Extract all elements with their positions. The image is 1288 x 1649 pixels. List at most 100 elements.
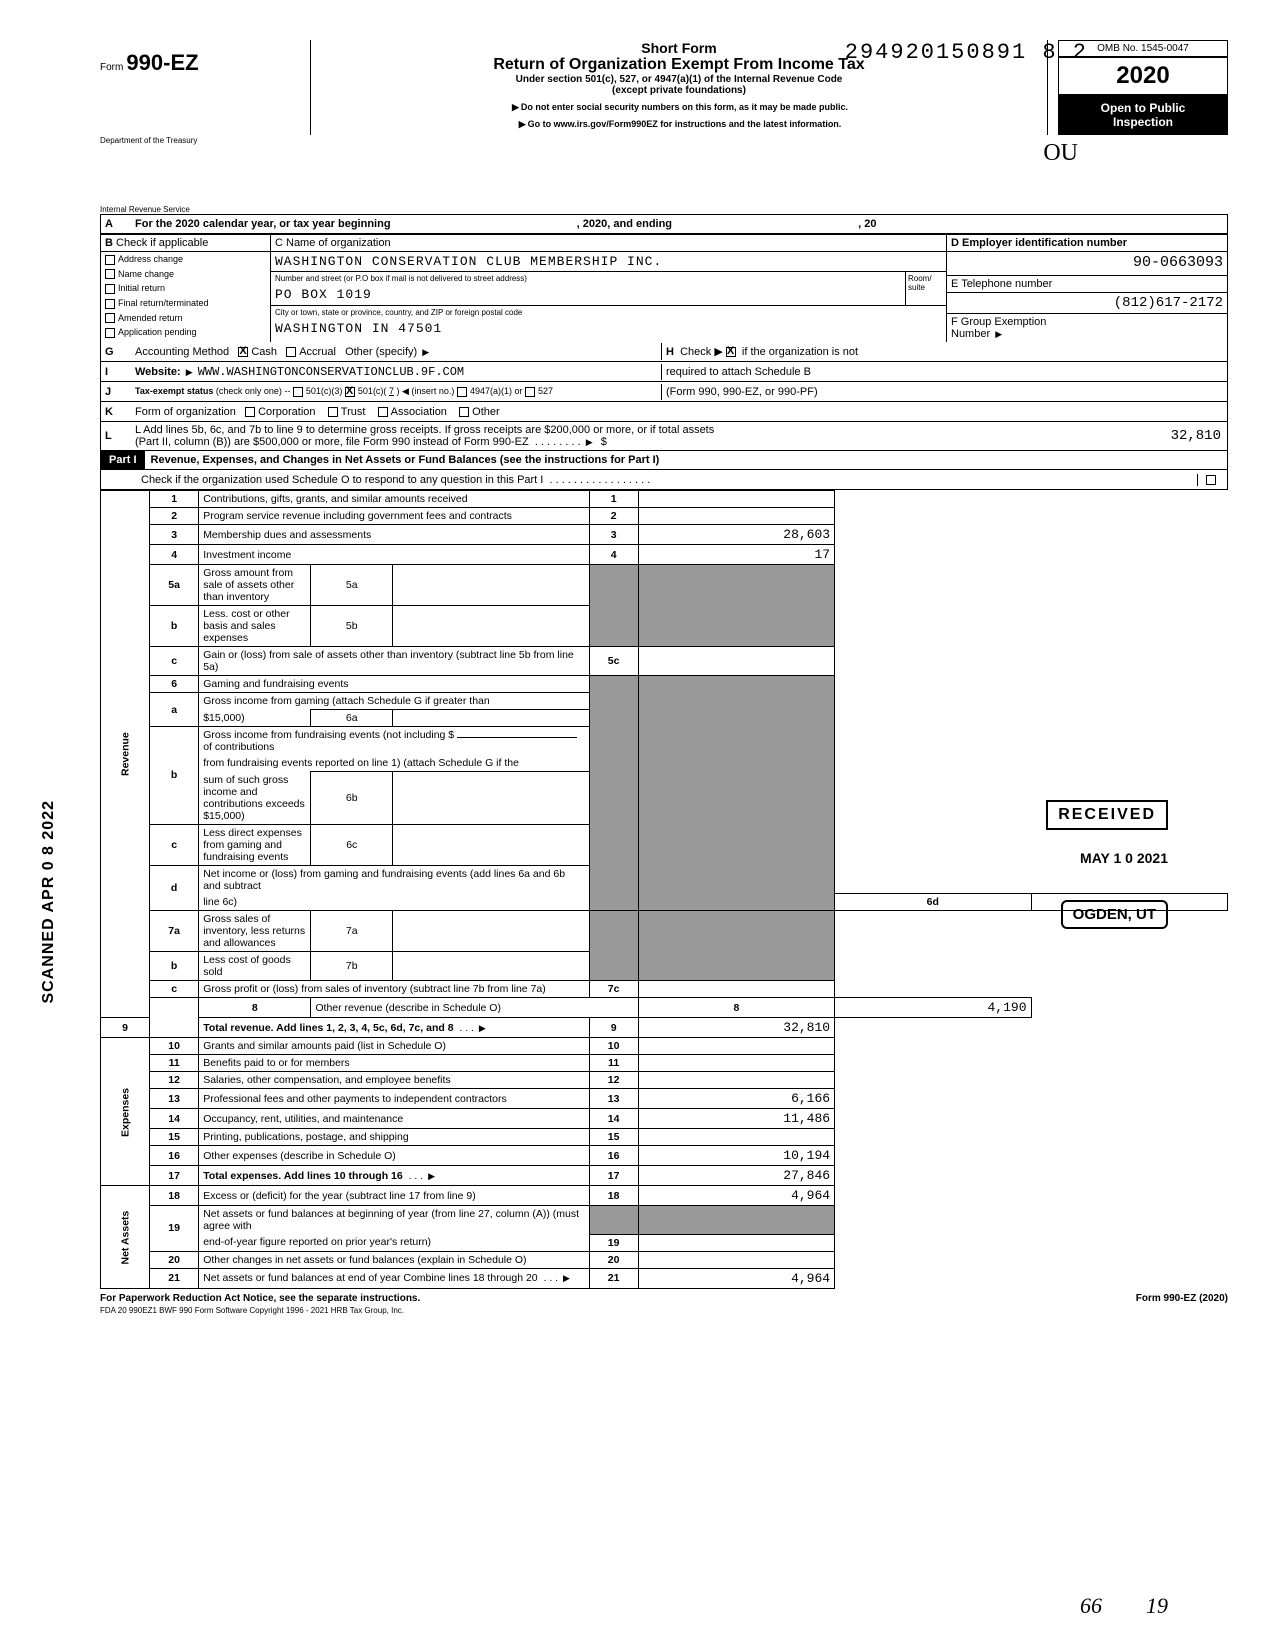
warn: Do not enter social security numbers on … [521, 102, 848, 112]
row-1-text: Contributions, gifts, grants, and simila… [199, 491, 589, 508]
footer-sw: FDA 20 990EZ1 BWF 990 Form Software Copy… [100, 1306, 1228, 1315]
b-pending: Application pending [118, 327, 197, 337]
row-19-text: Net assets or fund balances at beginning… [199, 1206, 589, 1235]
k-assoc: Association [391, 406, 447, 418]
row-5c-text: Gain or (loss) from sale of assets other… [199, 647, 589, 676]
row-4-num: 4 [150, 545, 199, 565]
row-20-num: 20 [150, 1251, 199, 1268]
row-13-num: 13 [150, 1089, 199, 1109]
row-6-num: 6 [150, 676, 199, 693]
row-18-amt: 4,964 [638, 1186, 834, 1206]
row-7a-sub: 7a [311, 911, 393, 952]
row-6c-num: c [150, 824, 199, 865]
j-b: 501(c)( [358, 386, 387, 396]
b-amended: Amended return [118, 313, 183, 323]
dln-number: 294920150891 8 2 [845, 40, 1088, 65]
row-16-text: Other expenses (describe in Schedule O) [199, 1146, 589, 1166]
row-10-ln: 10 [589, 1038, 638, 1055]
row-4-amt: 17 [638, 545, 834, 565]
form-number: 990-EZ [126, 50, 198, 75]
received-stamp: RECEIVED [1046, 800, 1168, 830]
b-initial: Initial return [118, 283, 165, 293]
section-netassets: Net Assets [101, 1186, 150, 1289]
row-5c-ln: 5c [589, 647, 638, 676]
phone: (812)617-2172 [947, 293, 1227, 314]
row-3-num: 3 [150, 525, 199, 545]
row-8-amt: 4,190 [835, 998, 1031, 1018]
section-expenses: Expenses [101, 1038, 150, 1186]
row-6a-num: a [150, 693, 199, 727]
g-accrual: Accrual [299, 346, 336, 358]
row-2-ln: 2 [589, 508, 638, 525]
j-a: 501(c)(3) [306, 386, 343, 396]
row-7c-text: Gross profit or (loss) from sales of inv… [199, 981, 589, 998]
hand-2: 19 [1146, 1593, 1168, 1618]
row-7a-text: Gross sales of inventory, less returns a… [199, 911, 311, 952]
row-5b-sub: 5b [311, 606, 393, 647]
inspection: Inspection [1062, 115, 1224, 129]
main-table: Revenue 1 Contributions, gifts, grants, … [100, 490, 1228, 1289]
row-16-amt: 10,194 [638, 1146, 834, 1166]
j-bn: 7 [389, 386, 394, 396]
row-11-ln: 11 [589, 1055, 638, 1072]
row-12-text: Salaries, other compensation, and employ… [199, 1072, 589, 1089]
row-7b-num: b [150, 952, 199, 981]
row-14-num: 14 [150, 1109, 199, 1129]
row-14-text: Occupancy, rent, utilities, and maintena… [199, 1109, 589, 1129]
hand-1: 66 [1080, 1593, 1102, 1618]
row-18-num: 18 [150, 1186, 199, 1206]
website: WWW.WASHINGTONCONSERVATIONCLUB.9F.COM [198, 365, 464, 379]
part1-title: Revenue, Expenses, and Changes in Net As… [145, 451, 1227, 469]
row-7b-text: Less cost of goods sold [199, 952, 311, 981]
row-10-text: Grants and similar amounts paid (list in… [199, 1038, 589, 1055]
row-6a-text2: $15,000) [199, 710, 311, 727]
initials: OU [1043, 140, 1078, 167]
entity-block: B Check if applicable Address change Nam… [100, 234, 1228, 342]
row-5a-text: Gross amount from sale of assets other t… [199, 565, 311, 606]
row-9-ln: 9 [589, 1018, 638, 1038]
k-trust: Trust [341, 406, 366, 418]
j-d: 527 [538, 386, 553, 396]
f-hdr2: Number [951, 328, 990, 340]
row-6b-text: Gross income from fundraising events (no… [203, 729, 454, 741]
row-18-text: Excess or (deficit) for the year (subtra… [199, 1186, 589, 1206]
footer-right: Form 990-EZ (2020) [1136, 1293, 1228, 1304]
l-amt: 32,810 [1077, 426, 1227, 446]
b-name: Name change [118, 269, 174, 279]
c-hdr: C Name of organization [271, 235, 946, 252]
row-12-num: 12 [150, 1072, 199, 1089]
row-16-ln: 16 [589, 1146, 638, 1166]
g-label: Accounting Method [135, 346, 229, 358]
row-6b-text4: sum of such gross income and contributio… [199, 772, 311, 825]
g-other: Other (specify) [345, 346, 417, 358]
j-bpost: ) ◀ (insert no.) [396, 386, 454, 396]
row-6d-ln: 6d [835, 894, 1031, 911]
row-1-ln: 1 [589, 491, 638, 508]
row-5a-num: 5a [150, 565, 199, 606]
row-3-amt: 28,603 [638, 525, 834, 545]
row-16-num: 16 [150, 1146, 199, 1166]
row-13-amt: 6,166 [638, 1089, 834, 1109]
row-17-num: 17 [150, 1166, 199, 1186]
row-5c-num: c [150, 647, 199, 676]
part1-check: Check if the organization used Schedule … [141, 474, 543, 486]
row-15-num: 15 [150, 1129, 199, 1146]
k-corp: Corporation [258, 406, 315, 418]
footer-left: For Paperwork Reduction Act Notice, see … [100, 1293, 420, 1304]
row-21-amt: 4,964 [638, 1268, 834, 1288]
row-14-amt: 11,486 [638, 1109, 834, 1129]
line-a-end: , 20 [858, 218, 876, 230]
row-6a-sub: 6a [311, 710, 393, 727]
row-17-text: Total expenses. Add lines 10 through 16 [203, 1170, 403, 1182]
scanned-stamp: SCANNED APR 0 8 2022 [40, 800, 58, 1003]
row-5b-num: b [150, 606, 199, 647]
row-15-ln: 15 [589, 1129, 638, 1146]
part1-label: Part I [101, 451, 145, 469]
row-3-ln: 3 [589, 525, 638, 545]
ein: 90-0663093 [947, 252, 1227, 276]
row-14-ln: 14 [589, 1109, 638, 1129]
form-prefix: Form [100, 62, 123, 73]
g-cash: Cash [251, 346, 277, 358]
row-17-amt: 27,846 [638, 1166, 834, 1186]
row-2-num: 2 [150, 508, 199, 525]
